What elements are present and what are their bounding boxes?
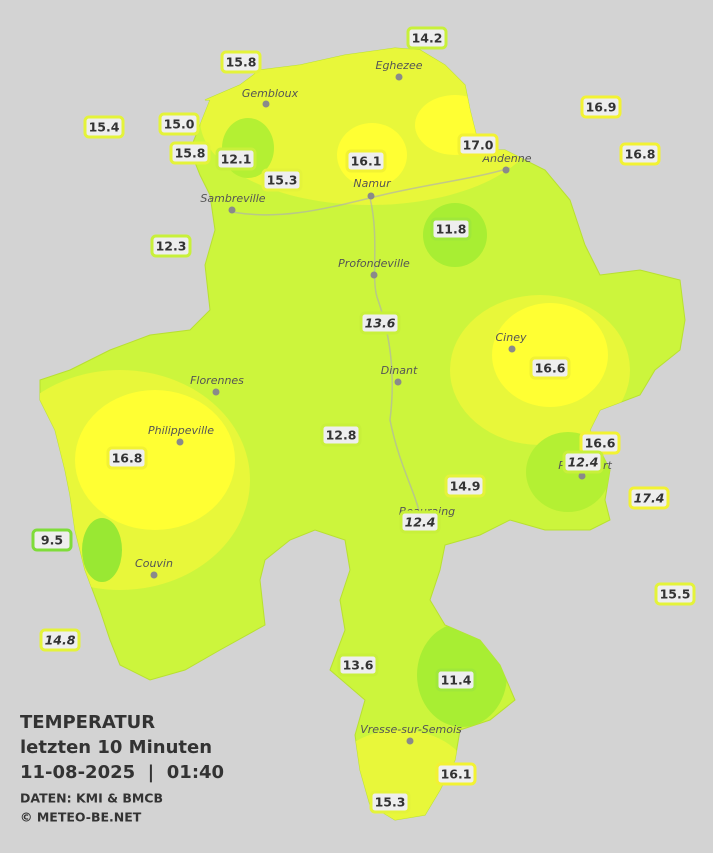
station-value: 15.8 bbox=[226, 55, 257, 70]
city-label: Florennes bbox=[190, 374, 244, 387]
station-box bbox=[628, 486, 670, 510]
station-value: 15.3 bbox=[375, 795, 406, 810]
station-box bbox=[39, 628, 81, 652]
city-label: Couvin bbox=[135, 557, 173, 570]
zone bbox=[82, 518, 122, 582]
city-dot bbox=[502, 166, 510, 174]
station-box bbox=[435, 762, 477, 786]
station-box bbox=[215, 147, 257, 171]
station-box bbox=[106, 446, 148, 470]
station-value: 12.3 bbox=[156, 239, 187, 254]
station-value: 11.4 bbox=[441, 673, 472, 688]
station-value: 13.6 bbox=[343, 658, 374, 673]
station-value: 15.4 bbox=[89, 120, 120, 135]
station-value: 14.9 bbox=[450, 479, 481, 494]
station-value: 16.6 bbox=[585, 436, 616, 451]
station-box bbox=[562, 450, 604, 474]
station-value: 16.9 bbox=[586, 100, 617, 115]
station-value: 14.8 bbox=[45, 633, 76, 648]
city-dot bbox=[176, 438, 184, 446]
station-value: 9.5 bbox=[41, 533, 63, 548]
station-value: 17.0 bbox=[463, 138, 494, 153]
station-box bbox=[435, 668, 477, 692]
city-label: Eghezee bbox=[376, 59, 423, 72]
station-box bbox=[345, 149, 387, 173]
station-value: 16.1 bbox=[351, 154, 382, 169]
station-box bbox=[369, 790, 411, 814]
stations: 15.8 14.2 15.4 15.0 16.9 16.8 15.8 12.1 15.3 16.1… bbox=[31, 26, 696, 814]
station-box bbox=[444, 474, 486, 498]
station-value: 14.2 bbox=[412, 31, 443, 46]
legend-period: letzten 10 Minuten bbox=[20, 737, 212, 758]
station-value: 12.1 bbox=[221, 152, 252, 167]
city-dot bbox=[508, 345, 516, 353]
cities: EghezeeGemblouxAndenneNamurSambrevillePr… bbox=[135, 59, 612, 745]
station-value: 13.6 bbox=[365, 316, 396, 331]
city-dot bbox=[150, 571, 158, 579]
station-box bbox=[580, 95, 622, 119]
city-label: Philippeville bbox=[148, 424, 214, 437]
station-box bbox=[150, 234, 192, 258]
station-box bbox=[399, 510, 441, 534]
city-label: Gembloux bbox=[242, 87, 299, 100]
station-box bbox=[619, 142, 661, 166]
city-label: Vresse-sur-Semois bbox=[360, 723, 462, 736]
station-value: 16.6 bbox=[535, 361, 566, 376]
station-value: 11.8 bbox=[436, 222, 467, 237]
city-dot bbox=[212, 388, 220, 396]
station-value: 12.4 bbox=[568, 455, 599, 470]
legend-copyright: © METEO-BE.NET bbox=[20, 810, 142, 825]
station-value: 16.8 bbox=[112, 451, 143, 466]
station-value: 12.4 bbox=[405, 515, 436, 530]
city-label: Profondeville bbox=[338, 257, 410, 270]
city-dot bbox=[395, 73, 403, 81]
station-box bbox=[529, 356, 571, 380]
station-value: 15.5 bbox=[660, 587, 691, 602]
station-box bbox=[261, 168, 303, 192]
station-box bbox=[83, 115, 125, 139]
station-box bbox=[406, 26, 448, 50]
city-dot bbox=[370, 271, 378, 279]
city-dot bbox=[578, 472, 586, 480]
legend: TEMPERATUR letzten 10 Minuten 11-08-2025 |… bbox=[20, 712, 224, 825]
city-dot bbox=[262, 100, 270, 108]
station-value: 15.0 bbox=[164, 117, 195, 132]
station-box bbox=[320, 423, 362, 447]
city-dot bbox=[367, 192, 375, 200]
station-box bbox=[337, 653, 379, 677]
station-box bbox=[654, 582, 696, 606]
city-dot bbox=[228, 206, 236, 214]
zone bbox=[200, 48, 540, 205]
station-box bbox=[430, 217, 472, 241]
legend-source: DATEN: KMI & BMCB bbox=[20, 791, 163, 806]
legend-datetime: 11-08-2025 | 01:40 bbox=[20, 762, 224, 783]
station-box bbox=[220, 50, 262, 74]
station-value: 16.1 bbox=[441, 767, 472, 782]
city-dot bbox=[406, 737, 414, 745]
station-box bbox=[158, 112, 200, 136]
station-box bbox=[169, 141, 211, 165]
station-value: 12.8 bbox=[326, 428, 357, 443]
station-box bbox=[359, 311, 401, 335]
zone bbox=[492, 303, 608, 407]
city-label: Dinant bbox=[381, 364, 418, 377]
station-value: 15.8 bbox=[175, 146, 206, 161]
legend-title: TEMPERATUR bbox=[20, 712, 155, 733]
city-label: Sambreville bbox=[200, 192, 265, 205]
station-value: 15.3 bbox=[267, 173, 298, 188]
city-label: Ciney bbox=[496, 331, 527, 344]
station-value: 16.8 bbox=[625, 147, 656, 162]
city-dot bbox=[394, 378, 402, 386]
station-value: 17.4 bbox=[634, 491, 665, 506]
station-box bbox=[457, 133, 499, 157]
station-box bbox=[31, 528, 73, 552]
zone bbox=[75, 390, 235, 530]
city-label: Namur bbox=[353, 177, 392, 190]
